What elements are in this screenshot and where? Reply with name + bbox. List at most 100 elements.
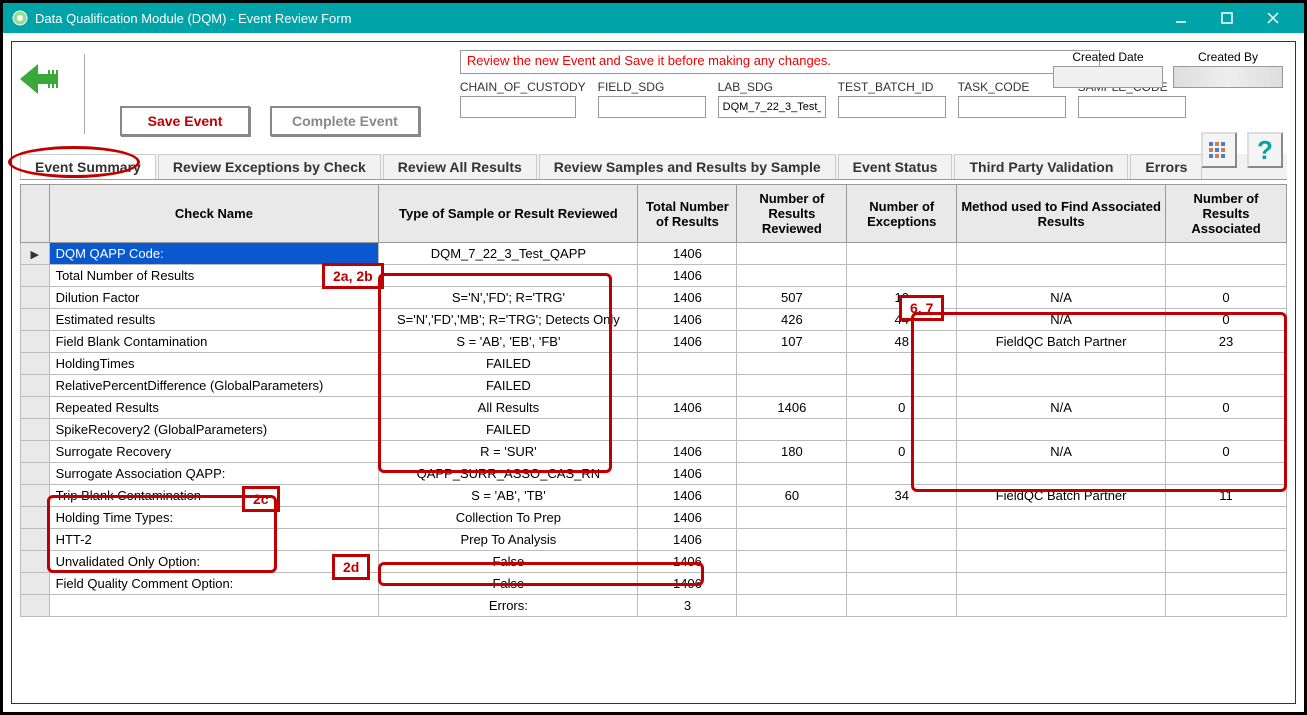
tab-review-all-results[interactable]: Review All Results bbox=[383, 154, 537, 179]
cell bbox=[379, 265, 638, 287]
lab-sdg-input[interactable] bbox=[718, 96, 826, 118]
row-selector[interactable] bbox=[21, 287, 50, 309]
table-row[interactable]: Trip Blank ContaminationS = 'AB', 'TB'14… bbox=[21, 485, 1287, 507]
cell bbox=[847, 551, 957, 573]
tab-event-status[interactable]: Event Status bbox=[838, 154, 953, 179]
row-selector[interactable] bbox=[21, 485, 50, 507]
tab-review-samples[interactable]: Review Samples and Results by Sample bbox=[539, 154, 836, 179]
task-code-input[interactable] bbox=[958, 96, 1066, 118]
cell bbox=[1166, 419, 1287, 441]
col-reviewed: Number of Results Reviewed bbox=[737, 185, 847, 243]
row-selector[interactable] bbox=[21, 309, 50, 331]
cell: 1406 bbox=[638, 573, 737, 595]
cell: FieldQC Batch Partner bbox=[957, 485, 1166, 507]
table-row[interactable]: Unvalidated Only Option:False1406 bbox=[21, 551, 1287, 573]
cell: FAILED bbox=[379, 353, 638, 375]
cell: S = 'AB', 'EB', 'FB' bbox=[379, 331, 638, 353]
cell bbox=[957, 419, 1166, 441]
row-selector[interactable] bbox=[21, 375, 50, 397]
grid-options-button[interactable] bbox=[1201, 132, 1237, 168]
save-event-button[interactable]: Save Event bbox=[120, 106, 250, 136]
tab-third-party[interactable]: Third Party Validation bbox=[954, 154, 1128, 179]
cell: 1406 bbox=[638, 441, 737, 463]
test-batch-input[interactable] bbox=[838, 96, 946, 118]
cell bbox=[957, 573, 1166, 595]
cell: N/A bbox=[957, 441, 1166, 463]
cell bbox=[737, 595, 847, 617]
window-title: Data Qualification Module (DQM) - Event … bbox=[35, 11, 1158, 26]
row-selector[interactable] bbox=[21, 573, 50, 595]
complete-event-button[interactable]: Complete Event bbox=[270, 106, 420, 136]
cell: Errors: bbox=[379, 595, 638, 617]
cell bbox=[737, 419, 847, 441]
summary-table: Check Name Type of Sample or Result Revi… bbox=[20, 184, 1287, 617]
cell: 1406 bbox=[638, 287, 737, 309]
cell: 180 bbox=[737, 441, 847, 463]
cell bbox=[957, 529, 1166, 551]
chain-input[interactable] bbox=[460, 96, 576, 118]
row-selector[interactable] bbox=[21, 463, 50, 485]
tab-event-summary[interactable]: Event Summary bbox=[20, 154, 156, 179]
cell: 0 bbox=[1166, 287, 1287, 309]
cell bbox=[1166, 243, 1287, 265]
cell: 426 bbox=[737, 309, 847, 331]
cell bbox=[847, 419, 957, 441]
cell: 0 bbox=[1166, 397, 1287, 419]
cell: DQM_7_22_3_Test_QAPP bbox=[379, 243, 638, 265]
cell: 1406 bbox=[737, 397, 847, 419]
cell bbox=[737, 353, 847, 375]
table-row[interactable]: Holding Time Types:Collection To Prep140… bbox=[21, 507, 1287, 529]
table-row[interactable]: Estimated resultsS='N','FD','MB'; R='TRG… bbox=[21, 309, 1287, 331]
table-row[interactable]: HTT-2Prep To Analysis1406 bbox=[21, 529, 1287, 551]
help-button[interactable]: ? bbox=[1247, 132, 1283, 168]
created-by-label: Created By bbox=[1198, 50, 1258, 64]
table-row[interactable]: Surrogate Association QAPP:QAPP_SURR_ASS… bbox=[21, 463, 1287, 485]
cell: HTT-2 bbox=[49, 529, 379, 551]
table-row[interactable]: Repeated ResultsAll Results140614060N/A0 bbox=[21, 397, 1287, 419]
table-row[interactable]: SpikeRecovery2 (GlobalParameters)FAILED bbox=[21, 419, 1287, 441]
cell: 34 bbox=[847, 485, 957, 507]
tab-review-exceptions[interactable]: Review Exceptions by Check bbox=[158, 154, 381, 179]
table-row[interactable]: Total Number of Results1406 bbox=[21, 265, 1287, 287]
cell: 10 bbox=[847, 287, 957, 309]
cell: Prep To Analysis bbox=[379, 529, 638, 551]
cell: Estimated results bbox=[49, 309, 379, 331]
close-button[interactable] bbox=[1250, 3, 1296, 33]
table-row[interactable]: Errors:3 bbox=[21, 595, 1287, 617]
cell: 1406 bbox=[638, 265, 737, 287]
sample-code-input[interactable] bbox=[1078, 96, 1186, 118]
table-row[interactable]: HoldingTimesFAILED bbox=[21, 353, 1287, 375]
app-icon bbox=[11, 9, 29, 27]
row-selector[interactable] bbox=[21, 353, 50, 375]
cell bbox=[1166, 595, 1287, 617]
table-row[interactable]: RelativePercentDifference (GlobalParamet… bbox=[21, 375, 1287, 397]
cell bbox=[638, 353, 737, 375]
table-row[interactable]: ▶DQM QAPP Code:DQM_7_22_3_Test_QAPP1406 bbox=[21, 243, 1287, 265]
row-selector[interactable] bbox=[21, 397, 50, 419]
row-selector[interactable] bbox=[21, 441, 50, 463]
row-selector[interactable] bbox=[21, 507, 50, 529]
tab-errors[interactable]: Errors bbox=[1130, 154, 1202, 179]
table-row[interactable]: Field Blank ContaminationS = 'AB', 'EB',… bbox=[21, 331, 1287, 353]
row-selector[interactable]: ▶ bbox=[21, 243, 50, 265]
task-code-label: TASK_CODE bbox=[958, 80, 1066, 94]
table-row[interactable]: Surrogate RecoveryR = 'SUR'14061800N/A0 bbox=[21, 441, 1287, 463]
maximize-button[interactable] bbox=[1204, 3, 1250, 33]
row-selector[interactable] bbox=[21, 551, 50, 573]
cell: 0 bbox=[847, 441, 957, 463]
cell bbox=[737, 243, 847, 265]
row-selector[interactable] bbox=[21, 595, 50, 617]
cell: Unvalidated Only Option: bbox=[49, 551, 379, 573]
row-selector[interactable] bbox=[21, 331, 50, 353]
row-selector[interactable] bbox=[21, 529, 50, 551]
minimize-button[interactable] bbox=[1158, 3, 1204, 33]
field-sdg-input[interactable] bbox=[598, 96, 706, 118]
row-selector[interactable] bbox=[21, 419, 50, 441]
row-selector[interactable] bbox=[21, 265, 50, 287]
cell: DQM QAPP Code: bbox=[49, 243, 379, 265]
table-row[interactable]: Field Quality Comment Option:False1406 bbox=[21, 573, 1287, 595]
table-row[interactable]: Dilution FactorS='N','FD'; R='TRG'140650… bbox=[21, 287, 1287, 309]
back-arrow-icon[interactable] bbox=[20, 64, 60, 94]
cell: Trip Blank Contamination bbox=[49, 485, 379, 507]
cell: R = 'SUR' bbox=[379, 441, 638, 463]
